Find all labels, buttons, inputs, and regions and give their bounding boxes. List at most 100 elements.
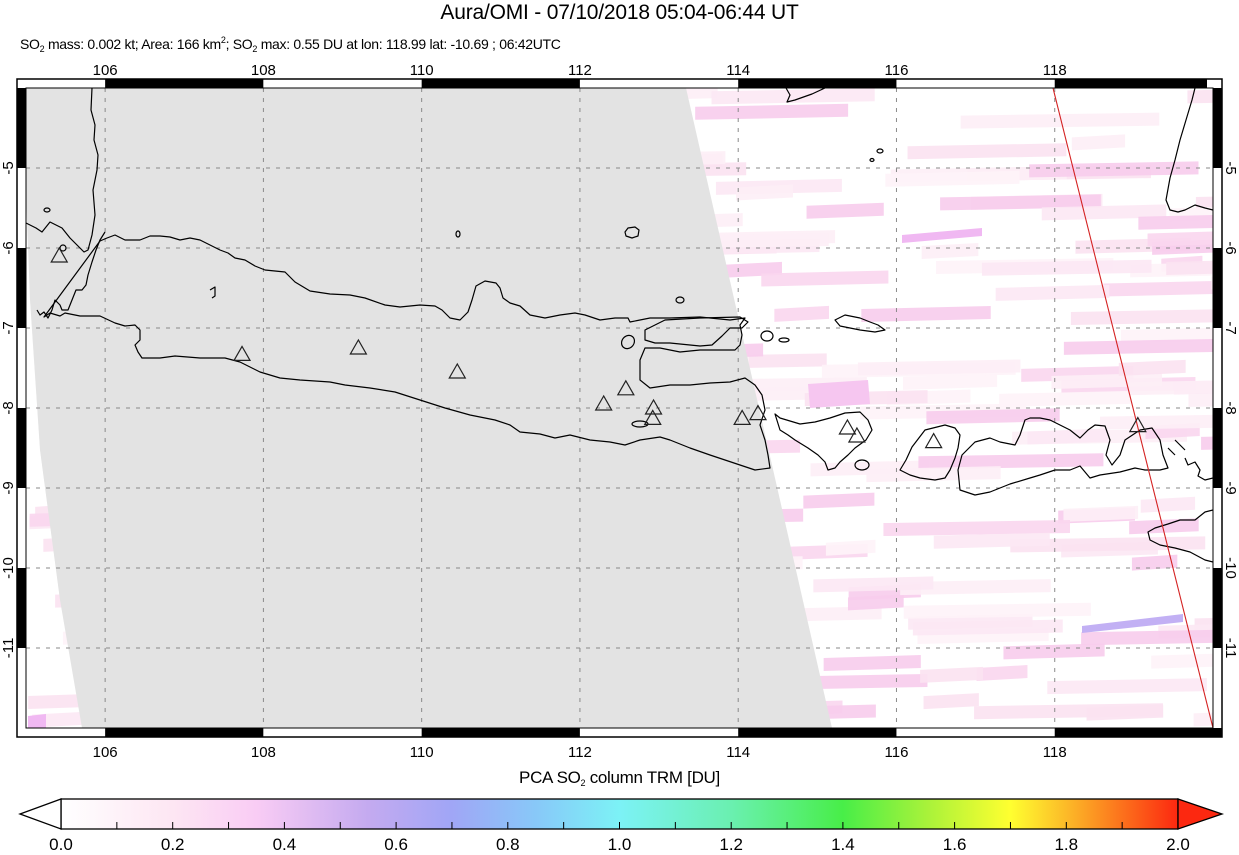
so2-summary: SO2 mass: 0.002 kt; Area: 166 km2; SO2 m… bbox=[20, 35, 561, 54]
colorbar-label: 1.2 bbox=[719, 835, 743, 854]
coastline-islet bbox=[876, 148, 884, 154]
lat-tick-label-left: -7 bbox=[0, 321, 17, 334]
so2-pixel bbox=[923, 693, 979, 710]
so2-subscript-2: 2 bbox=[252, 44, 258, 54]
volcano-triangle-icon bbox=[448, 362, 467, 379]
map-title: Aura/OMI - 07/10/2018 05:04-06:44 UT bbox=[440, 1, 799, 24]
so2-pixel bbox=[918, 453, 1104, 470]
so2-pixel bbox=[903, 373, 998, 390]
frame-segment-top bbox=[579, 79, 739, 88]
frame-segment-bottom bbox=[17, 728, 106, 737]
gridlines bbox=[26, 88, 1213, 728]
frame-segment-bottom bbox=[579, 728, 739, 737]
lon-tick-label-bottom: 108 bbox=[251, 744, 276, 761]
so2-pixel bbox=[711, 88, 875, 105]
so2-pixel bbox=[1118, 359, 1186, 376]
coastline-top-middle bbox=[785, 88, 826, 103]
frame-segment-top bbox=[1207, 79, 1222, 88]
frame-segment-top bbox=[105, 79, 264, 88]
so2-pixel bbox=[1003, 643, 1105, 660]
so2-label: SO bbox=[20, 36, 40, 52]
so2-pixel bbox=[1063, 338, 1213, 355]
coastline-kangean bbox=[834, 314, 886, 333]
colorbar-title-pre: PCA SO bbox=[519, 768, 581, 787]
so2-pixel bbox=[926, 408, 1060, 425]
coastline-nusa-penida bbox=[854, 459, 870, 471]
colorbar-title: PCA SO2 column TRM [DU] bbox=[0, 767, 1239, 789]
so2-pixel bbox=[999, 390, 1131, 407]
so2-pixel bbox=[907, 143, 1067, 160]
so2-pixel bbox=[847, 594, 904, 611]
so2-pixel bbox=[933, 532, 1050, 549]
colorbar-label: 1.4 bbox=[831, 835, 855, 854]
so2-pixel bbox=[695, 103, 849, 120]
coastline-islet bbox=[59, 244, 67, 252]
frame-segment-left bbox=[17, 328, 26, 408]
so2-pixel bbox=[1086, 704, 1164, 721]
so2-pixel bbox=[1131, 554, 1178, 571]
colorbar-title-sub: 2 bbox=[580, 778, 586, 788]
so2-pixel bbox=[1147, 231, 1213, 247]
frame-segment-right bbox=[1213, 328, 1222, 408]
so2-pixel bbox=[1029, 161, 1199, 178]
frame-segment-top bbox=[17, 79, 106, 88]
area-superscript: 2 bbox=[220, 35, 226, 45]
so2-pixel bbox=[903, 602, 1091, 619]
colorbar-label: 0.2 bbox=[160, 835, 185, 854]
colorbar-label: 0.0 bbox=[49, 835, 73, 854]
coastline-flores-islets bbox=[1167, 439, 1213, 481]
map-inner-outline bbox=[25, 87, 1214, 729]
coastline-sumatra bbox=[26, 88, 99, 253]
so2-pixel bbox=[1103, 281, 1213, 297]
coastline-sumba bbox=[1147, 509, 1213, 563]
so2-pixel bbox=[1201, 436, 1213, 450]
volcano-triangle-icon bbox=[233, 345, 252, 361]
so2-pixel bbox=[857, 359, 1021, 376]
lon-tick-label-top: 116 bbox=[885, 62, 909, 79]
frame-segment-top bbox=[1054, 79, 1207, 88]
so2-pixel bbox=[1063, 505, 1139, 522]
so2-pixel bbox=[808, 380, 870, 408]
frame-segment-left bbox=[17, 248, 26, 328]
so2-pixel bbox=[803, 492, 875, 509]
frame-segment-left bbox=[17, 568, 26, 648]
coastlines bbox=[26, 88, 1213, 563]
so2-pixel bbox=[1193, 712, 1213, 727]
coastline-top-right bbox=[1165, 88, 1213, 213]
frame-segment-top bbox=[896, 79, 1055, 88]
volcano-triangle-icon bbox=[838, 418, 857, 435]
lat-tick-label-left: -11 bbox=[0, 638, 17, 659]
volcano-triangle-icon bbox=[644, 398, 663, 415]
colorbar-label: 0.6 bbox=[384, 835, 408, 854]
frame-segment-right bbox=[1213, 88, 1222, 168]
lon-tick-label-bottom: 114 bbox=[726, 744, 750, 761]
lon-tick-label-top: 114 bbox=[726, 62, 750, 79]
so2-pixel bbox=[976, 665, 1028, 682]
so2-pixel bbox=[806, 202, 884, 219]
lon-tick-label-top: 108 bbox=[251, 62, 276, 79]
frame-segment-bottom bbox=[896, 728, 1055, 737]
frame-segment-bottom bbox=[105, 728, 264, 737]
colorbar-min-arrow bbox=[18, 798, 62, 830]
separator-text: ; SO bbox=[225, 36, 253, 52]
colorbar-label: 2.0 bbox=[1166, 835, 1190, 854]
volcano-markers bbox=[50, 246, 1147, 449]
frame-segment-right bbox=[1213, 248, 1222, 328]
lat-tick-label-left: -8 bbox=[0, 401, 17, 414]
frame-segment-top bbox=[738, 79, 897, 88]
frame-segment-left bbox=[17, 488, 26, 568]
coastline-karimunjawa bbox=[624, 226, 640, 239]
volcano-triangle-icon bbox=[594, 394, 613, 411]
so2-pixel bbox=[883, 520, 1070, 537]
so2-pixel bbox=[885, 170, 1020, 187]
frame-segment-right bbox=[1213, 568, 1222, 648]
so2-pixel bbox=[774, 305, 829, 322]
lon-tick-label-bottom: 116 bbox=[885, 744, 909, 761]
colorbar-max-arrow bbox=[1177, 798, 1225, 830]
lat-tick-label-left: -9 bbox=[0, 481, 17, 494]
coastline-java bbox=[43, 234, 771, 471]
so2-pixel bbox=[912, 619, 1063, 636]
volcano-triangle-icon bbox=[1128, 416, 1147, 433]
so2-pixel bbox=[1010, 536, 1206, 553]
volcano-triangle-icon bbox=[643, 409, 662, 425]
